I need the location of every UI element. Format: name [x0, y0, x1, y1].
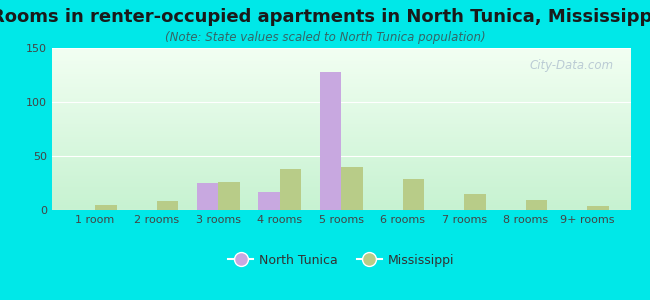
Bar: [218, 182, 240, 210]
Bar: [95, 205, 116, 210]
Bar: [280, 169, 301, 210]
Bar: [464, 194, 486, 210]
Bar: [196, 183, 218, 210]
Text: (Note: State values scaled to North Tunica population): (Note: State values scaled to North Tuni…: [164, 32, 486, 44]
Bar: [258, 192, 280, 210]
Bar: [320, 72, 341, 210]
Text: City-Data.com: City-Data.com: [529, 59, 613, 72]
Bar: [526, 200, 547, 210]
Legend: North Tunica, Mississippi: North Tunica, Mississippi: [223, 249, 460, 272]
Bar: [157, 201, 178, 210]
Bar: [588, 206, 609, 210]
Bar: [403, 179, 424, 210]
Text: Rooms in renter-occupied apartments in North Tunica, Mississippi: Rooms in renter-occupied apartments in N…: [0, 8, 650, 26]
Bar: [341, 167, 363, 210]
